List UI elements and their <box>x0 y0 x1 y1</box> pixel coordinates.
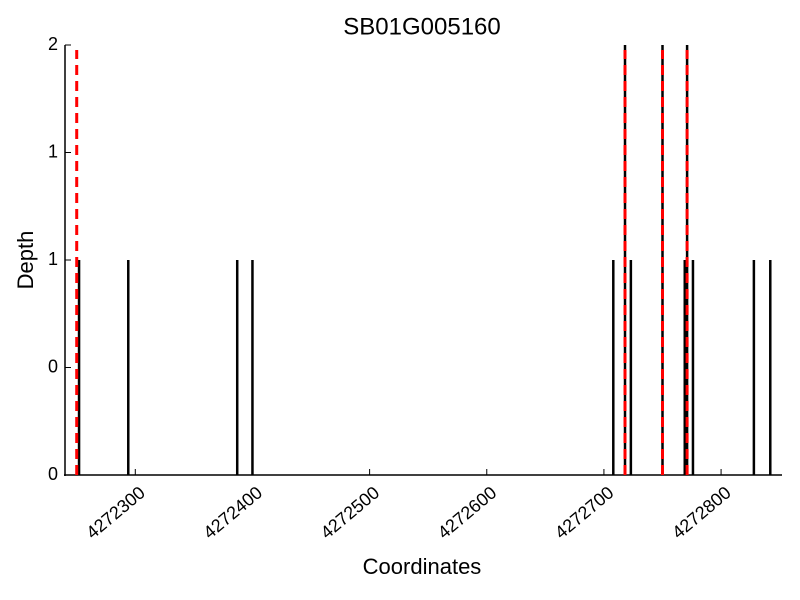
y-tick-label: 0 <box>48 356 58 376</box>
y-tick-label: 1 <box>48 249 58 269</box>
chart-title: SB01G005160 <box>343 13 500 40</box>
y-tick-label: 0 <box>48 464 58 484</box>
y-tick-label: 1 <box>48 141 58 161</box>
y-axis-label: Depth <box>13 231 38 290</box>
y-tick-label: 2 <box>48 34 58 54</box>
x-axis-label: Coordinates <box>363 554 482 579</box>
